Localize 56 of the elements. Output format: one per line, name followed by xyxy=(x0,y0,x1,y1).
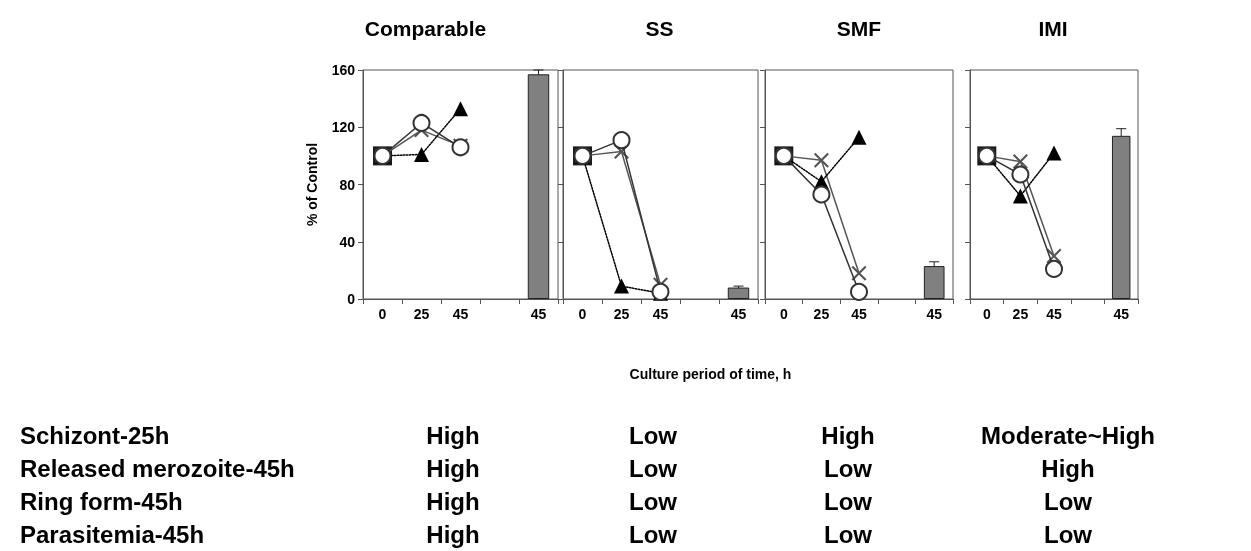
chart-title: SS xyxy=(645,17,674,40)
x-tick-label: 25 xyxy=(813,306,830,322)
text: Low xyxy=(823,455,873,483)
x-tick-label: 0 xyxy=(378,306,387,322)
text: Low xyxy=(823,488,873,516)
x-tick-label: 25 xyxy=(613,306,630,322)
text: Schizont-25h xyxy=(20,422,170,450)
x-tick-label: 45 xyxy=(530,306,547,322)
text: High xyxy=(1040,455,1096,483)
text: Low xyxy=(823,521,873,549)
chart-title: IMI xyxy=(1038,17,1068,40)
text: Ring form-45h xyxy=(20,488,183,516)
x-tick-label: 45 xyxy=(452,306,469,322)
text: Culture period of time, h xyxy=(629,366,792,382)
y-axis-title: % of Control xyxy=(304,142,320,227)
point xyxy=(612,131,631,150)
text: Low xyxy=(1043,488,1093,516)
text: Low xyxy=(628,455,678,483)
text: Low xyxy=(628,521,678,549)
text: Low xyxy=(628,488,678,516)
y-tick-label: 160 xyxy=(331,62,356,78)
x-tick-label: 0 xyxy=(779,306,788,322)
x-tick-label: 45 xyxy=(926,306,943,322)
text: Low xyxy=(1043,521,1093,549)
x-tick-label: 25 xyxy=(413,306,430,322)
text: High xyxy=(820,422,876,450)
text: High xyxy=(425,455,481,483)
x-tick-label: 45 xyxy=(1046,306,1062,322)
point xyxy=(813,152,829,168)
x-tick-label: 25 xyxy=(1012,306,1029,322)
x-tick-label: 0 xyxy=(982,306,991,322)
x-tick-label: 45 xyxy=(851,306,867,322)
y-tick-label: 0 xyxy=(347,291,356,307)
chart-title: SMF xyxy=(836,17,882,40)
point xyxy=(1011,165,1030,184)
text: High xyxy=(425,521,481,549)
point xyxy=(412,113,431,132)
text: Parasitemia-45h xyxy=(20,521,205,549)
point xyxy=(1045,259,1063,278)
point xyxy=(851,265,867,281)
point xyxy=(812,185,831,204)
point xyxy=(850,282,868,301)
x-tick-label: 45 xyxy=(730,306,747,322)
text: High xyxy=(425,422,481,450)
y-tick-label: 80 xyxy=(339,176,356,193)
text: Moderate~High xyxy=(980,422,1156,450)
x-tick-label: 45 xyxy=(652,306,669,322)
x-tick-label: 45 xyxy=(1113,306,1130,322)
chart-title: Comparable xyxy=(364,17,487,40)
y-tick-label: 120 xyxy=(331,119,356,136)
text: Low xyxy=(628,422,678,450)
x-tick-label: 0 xyxy=(578,306,587,322)
y-tick-label: 40 xyxy=(339,233,356,250)
point xyxy=(1012,154,1028,170)
text: High xyxy=(425,488,481,516)
text: Released merozoite-45h xyxy=(20,455,295,483)
